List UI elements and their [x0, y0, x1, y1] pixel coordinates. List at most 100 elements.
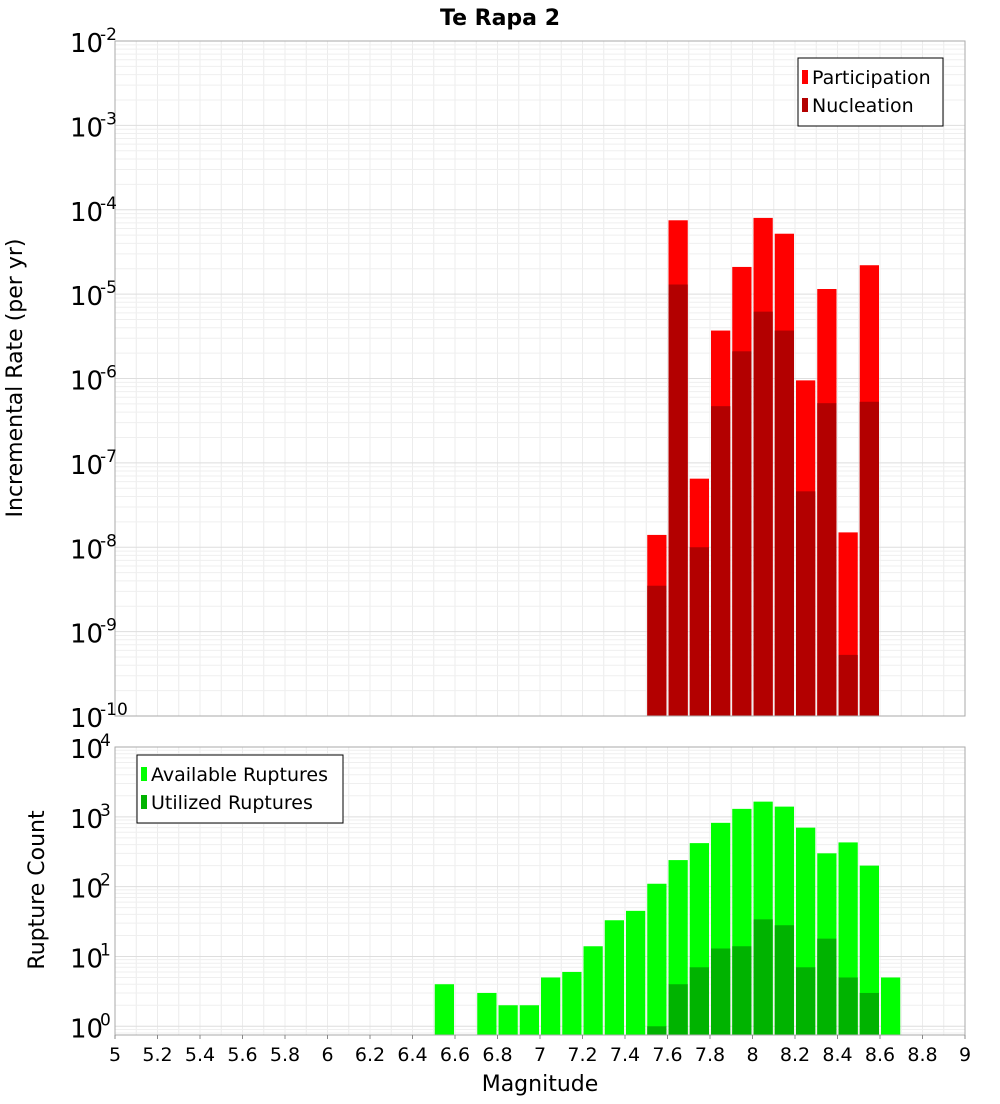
- nucleation-bar: [668, 284, 688, 716]
- available-ruptures-bar: [541, 977, 561, 1035]
- y-tick-exponent: -2: [100, 25, 117, 45]
- utilized-ruptures-bar: [774, 925, 794, 1035]
- y-tick-base: 10: [70, 944, 103, 974]
- y-tick-base: 10: [70, 367, 103, 397]
- x-tick-label: 8.4: [822, 1044, 852, 1066]
- x-tick-label: 7.4: [610, 1044, 640, 1066]
- y-tick-base: 10: [70, 704, 103, 734]
- y-tick-exponent: 1: [100, 940, 111, 960]
- x-tick-label: 8.8: [907, 1044, 937, 1066]
- y-tick-label: 10-6: [70, 363, 117, 397]
- nucleation-bar: [711, 406, 731, 716]
- x-tick-label: 8: [746, 1044, 758, 1066]
- y-tick-label: 10-8: [70, 531, 117, 565]
- available-ruptures-bar: [562, 971, 582, 1035]
- y-tick-label: 104: [70, 731, 111, 765]
- x-tick-label: 9: [959, 1044, 971, 1066]
- y-tick-label: 10-3: [70, 109, 117, 143]
- y-tick-exponent: -3: [100, 109, 117, 129]
- y-tick-label: 101: [70, 940, 111, 974]
- y-tick-exponent: -9: [100, 616, 117, 636]
- top-panel: 10-1010-910-810-710-610-510-410-310-2Par…: [70, 25, 966, 734]
- y-tick-exponent: -7: [100, 447, 117, 467]
- y-tick-base: 10: [70, 1014, 103, 1044]
- top-y-axis-label: Incremental Rate (per yr): [3, 239, 28, 518]
- y-tick-base: 10: [70, 282, 103, 312]
- utilized-ruptures-bar: [796, 967, 816, 1035]
- legend-swatch: [141, 767, 147, 781]
- y-tick-base: 10: [70, 805, 103, 835]
- legend-swatch: [802, 70, 808, 84]
- y-tick-label: 102: [70, 871, 111, 905]
- y-tick-label: 103: [70, 801, 111, 835]
- legend-label: Participation: [812, 67, 931, 89]
- x-tick-label: 6.8: [482, 1044, 512, 1066]
- y-tick-exponent: -10: [100, 700, 128, 720]
- available-ruptures-bar: [859, 865, 879, 1035]
- nucleation-bar: [689, 547, 709, 716]
- y-tick-base: 10: [70, 620, 103, 650]
- available-ruptures-bar: [626, 910, 646, 1035]
- x-tick-label: 6: [321, 1044, 333, 1066]
- x-tick-label: 5: [109, 1044, 121, 1066]
- x-tick-label: 8.6: [865, 1044, 895, 1066]
- utilized-ruptures-bar: [668, 984, 688, 1035]
- y-tick-base: 10: [70, 535, 103, 565]
- y-tick-exponent: 3: [100, 801, 111, 821]
- nucleation-bar: [753, 311, 773, 716]
- y-tick-label: 10-7: [70, 447, 117, 481]
- legend-swatch: [141, 795, 147, 809]
- nucleation-bar: [817, 403, 837, 716]
- nucleation-bar: [732, 351, 752, 716]
- utilized-ruptures-bar: [753, 919, 773, 1035]
- y-tick-exponent: -8: [100, 531, 117, 551]
- y-tick-label: 100: [70, 1010, 111, 1044]
- utilized-ruptures-bar: [817, 938, 837, 1035]
- nucleation-bar: [796, 491, 816, 716]
- nucleation-bar: [774, 330, 794, 716]
- y-tick-label: 10-9: [70, 616, 117, 650]
- utilized-ruptures-bar: [838, 977, 858, 1035]
- nucleation-bar: [859, 401, 879, 716]
- legend-box: [797, 57, 944, 127]
- x-tick-label: 6.6: [440, 1044, 470, 1066]
- x-tick-label: 8.2: [780, 1044, 810, 1066]
- y-tick-exponent: -6: [100, 363, 117, 383]
- y-tick-exponent: 0: [100, 1010, 111, 1030]
- legend-label: Utilized Ruptures: [151, 792, 313, 814]
- available-ruptures-bar: [647, 883, 667, 1035]
- y-tick-base: 10: [70, 113, 103, 143]
- utilized-ruptures-bar: [859, 992, 879, 1035]
- x-tick-label: 5.2: [142, 1044, 172, 1066]
- legend-swatch: [802, 98, 808, 112]
- nucleation-bar: [647, 585, 667, 716]
- x-tick-label: 6.2: [355, 1044, 385, 1066]
- y-tick-base: 10: [70, 451, 103, 481]
- available-ruptures-bar: [477, 992, 497, 1035]
- y-tick-exponent: -5: [100, 278, 117, 298]
- x-tick-label: 5.8: [270, 1044, 300, 1066]
- x-tick-label: 7.2: [567, 1044, 597, 1066]
- bottom-y-axis-label: Rupture Count: [25, 810, 50, 970]
- y-tick-label: 10-5: [70, 278, 117, 312]
- legend-label: Available Ruptures: [151, 764, 328, 786]
- available-ruptures-bar: [604, 920, 624, 1035]
- x-tick-label: 5.6: [227, 1044, 257, 1066]
- y-tick-label: 10-4: [70, 194, 117, 228]
- available-ruptures-bar: [881, 977, 901, 1035]
- legend-box: [136, 754, 344, 824]
- x-tick-label: 7.6: [652, 1044, 682, 1066]
- available-ruptures-bar: [498, 1005, 518, 1035]
- utilized-ruptures-bar: [732, 946, 752, 1035]
- y-tick-label: 10-10: [70, 700, 128, 734]
- y-tick-base: 10: [70, 735, 103, 765]
- y-tick-base: 10: [70, 198, 103, 228]
- nucleation-bar: [838, 654, 858, 716]
- utilized-ruptures-bar: [647, 1026, 667, 1035]
- x-tick-label: 5.4: [185, 1044, 215, 1066]
- y-tick-exponent: 4: [100, 731, 111, 751]
- available-ruptures-bar: [519, 1005, 539, 1035]
